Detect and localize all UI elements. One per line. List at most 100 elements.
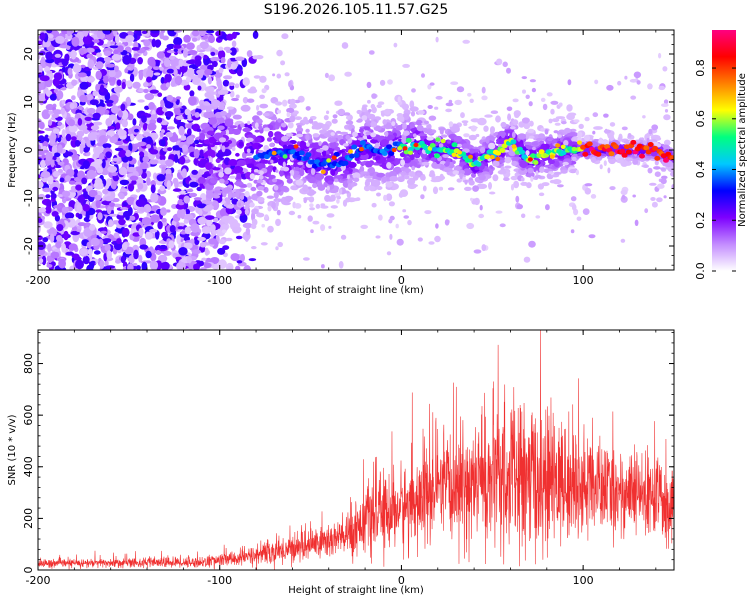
spectral-blob [61, 129, 66, 139]
spectral-blob [122, 54, 132, 65]
spectral-blob [552, 179, 562, 185]
spectral-blob [95, 70, 102, 80]
spectral-blob [55, 35, 65, 44]
spectral-blob [478, 174, 486, 181]
spectral-blob [173, 44, 182, 49]
spectral-blob [142, 123, 148, 131]
spectral-blob [129, 175, 139, 181]
spectral-blob [240, 253, 245, 263]
spectral-blob [234, 181, 244, 186]
spectral-blob [65, 45, 71, 50]
spectral-blob [79, 49, 85, 56]
spectral-blob [165, 209, 171, 213]
y-tick-label: 10 [22, 95, 35, 109]
spectral-blob [529, 120, 534, 127]
spectral-blob [548, 171, 554, 175]
spectral-blob [108, 219, 114, 228]
spectral-blob [175, 96, 182, 100]
spectral-blob [57, 121, 62, 127]
spectral-blob [331, 155, 337, 160]
spectral-blob [357, 137, 365, 141]
spectral-blob [217, 106, 226, 110]
spectral-blob [174, 108, 181, 115]
spectral-blob [137, 99, 145, 103]
spectral-blob [201, 226, 212, 234]
x-tick-label: 100 [573, 274, 594, 287]
spectral-blob [662, 66, 668, 72]
spectral-blob [104, 260, 109, 267]
spectral-blob [253, 169, 259, 173]
spectral-blob [320, 203, 326, 207]
spectral-blob [192, 30, 200, 37]
spectral-blob [528, 101, 533, 107]
spectral-blob [159, 262, 168, 269]
spectral-blob [332, 114, 338, 119]
spectral-blob [427, 105, 433, 109]
spectral-blob [107, 126, 116, 130]
spectral-blob [147, 122, 157, 131]
spectral-blob [567, 112, 577, 117]
spectral-blob [546, 92, 553, 97]
spectral-blob [381, 176, 387, 184]
spectral-blob [92, 90, 98, 97]
spectral-blob [204, 91, 212, 98]
spectral-blob [315, 148, 324, 153]
spectral-blob [227, 58, 232, 68]
spectral-blob [396, 115, 405, 122]
spectral-blob [564, 155, 571, 159]
spectral-blob [417, 237, 423, 242]
spectral-blob [539, 166, 545, 173]
spectral-blob [137, 183, 144, 190]
spectral-blob [117, 110, 123, 118]
spectral-blob [61, 206, 69, 214]
spectral-blob [196, 186, 202, 192]
spectral-blob [305, 128, 310, 133]
spectral-blob [67, 67, 73, 76]
spectral-blob [335, 130, 342, 134]
spectral-blob [654, 171, 661, 177]
spectral-blob [77, 118, 83, 126]
spectral-blob [222, 245, 230, 251]
spectral-blob [592, 130, 596, 135]
spectral-blob [368, 50, 375, 55]
spectral-blob [186, 42, 195, 50]
spectral-blob [363, 126, 371, 131]
spectral-blob [138, 227, 144, 237]
spectral-blob [217, 125, 225, 131]
spectral-blob [330, 205, 338, 209]
spectral-blob [53, 248, 61, 252]
spectral-blob [75, 259, 84, 270]
spectral-blob [190, 231, 201, 237]
x-tick-label: 100 [573, 574, 594, 587]
spectral-blob [245, 227, 251, 236]
spectral-blob [276, 209, 281, 216]
spectral-blob [276, 109, 282, 114]
spectral-blob [531, 142, 539, 146]
spectral-blob [570, 196, 577, 202]
spectral-blob [160, 120, 168, 126]
spectral-blob [188, 95, 197, 106]
spectral-blob [344, 199, 351, 203]
spectral-blob [306, 142, 310, 147]
spectral-blob [499, 223, 506, 228]
spectral-blob [48, 119, 53, 126]
y-tick-label: 0 [22, 567, 35, 574]
spectral-blob [38, 51, 46, 56]
spectral-blob [535, 137, 543, 142]
spectral-blob [252, 55, 259, 60]
spectral-blob [198, 30, 206, 37]
spectral-blob [162, 107, 168, 112]
spectral-blob [143, 131, 151, 137]
spectral-blob [275, 218, 281, 227]
spectral-blob [85, 77, 96, 82]
spectral-blob [56, 235, 63, 242]
spectral-blob [402, 130, 410, 136]
spectral-blob [76, 203, 83, 213]
spectral-blob [447, 187, 455, 191]
spectral-blob [163, 250, 172, 256]
spectral-blob [583, 134, 591, 141]
spectral-blob [68, 243, 78, 251]
spectral-blob [634, 219, 639, 226]
spectral-blob [244, 191, 250, 198]
spectral-blob [590, 194, 597, 199]
